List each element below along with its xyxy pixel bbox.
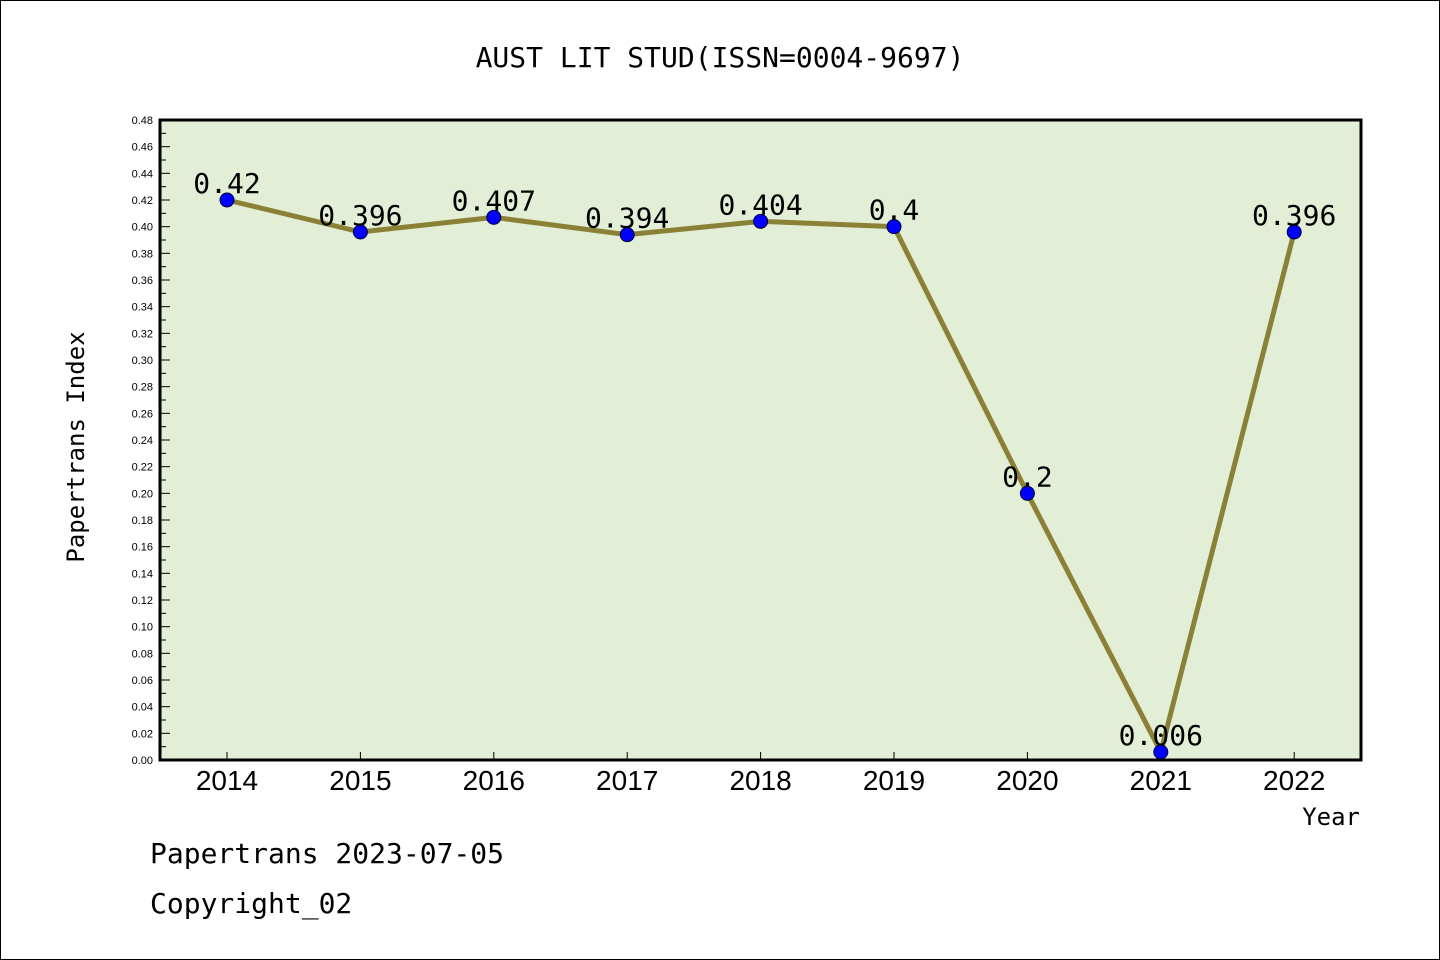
y-tick-label: 0.34 [132,302,153,314]
data-label: 0.394 [585,202,669,235]
x-tick-label: 2016 [463,765,525,796]
y-tick-label: 0.44 [132,168,153,180]
footer-date: Papertrans 2023-07-05 [150,837,504,870]
data-point [1019,485,1035,501]
x-axis: 2014 2015 2016 2017 2018 2019 2020 2021 2022 [196,752,1325,796]
data-label: 0.006 [1119,719,1203,752]
y-tick-label: 0.38 [132,248,153,260]
x-tick-label: 2020 [996,765,1058,796]
y-tick-label: 0.42 [132,195,153,207]
data-point [886,219,902,235]
data-label: 0.4 [869,194,920,227]
x-tick-label: 2018 [729,765,791,796]
x-axis-title: Year [1302,803,1360,831]
y-tick-label: 0.32 [132,328,153,340]
series: 0.42 0.396 0.407 0.394 0.404 0.4 0.2 0.006 0.396 [193,167,1336,760]
y-tick-label: 0.10 [132,622,153,634]
y-tick-label: 0.08 [132,648,153,660]
x-tick-label: 2021 [1130,765,1192,796]
y-tick-label: 0.04 [132,702,153,714]
data-label: 0.42 [193,167,260,200]
y-tick-label: 0.36 [132,275,153,287]
y-tick-label: 0.06 [132,675,153,687]
y-tick-label: 0.30 [132,355,153,367]
y-tick-label: 0.48 [132,115,153,127]
y-tick-label: 0.24 [132,435,153,447]
y-tick-label: 0.28 [132,382,153,394]
x-tick-label: 2015 [329,765,391,796]
y-tick-label: 0.22 [132,462,153,474]
x-tick-label: 2022 [1263,765,1325,796]
y-tick-label: 0.26 [132,408,153,420]
data-point [619,227,635,243]
data-point [352,224,368,240]
plot-border [158,118,1363,762]
data-label: 0.407 [452,184,536,217]
data-point [753,213,769,229]
y-axis-title: Papertrans Index [62,331,90,562]
data-label: 0.404 [718,188,802,221]
data-label: 0.396 [318,199,402,232]
y-tick-label: 0.14 [132,568,153,580]
data-point [1286,224,1302,240]
y-tick-label: 0.46 [132,142,153,154]
chart-title: AUST LIT STUD(ISSN=0004-9697) [476,41,965,74]
y-tick-label: 0.40 [132,222,153,234]
y-tick-label: 0.12 [132,595,153,607]
footer-copyright: Copyright_02 [150,887,352,921]
x-tick-label: 2019 [863,765,925,796]
y-tick-label: 0.16 [132,542,153,554]
data-label: 0.2 [1002,460,1053,493]
y-tick-label: 0.00 [132,755,153,767]
x-tick-label: 2017 [596,765,658,796]
y-tick-label: 0.18 [132,515,153,527]
data-point [486,209,502,225]
y-axis: 0.00 0.02 0.04 0.06 0.08 0.10 0.12 0.14 0.16 0.18… [132,115,170,767]
x-tick-label: 2014 [196,765,258,796]
y-tick-label: 0.20 [132,488,153,500]
y-tick-label: 0.02 [132,728,153,740]
data-point [219,192,235,208]
data-label: 0.396 [1252,199,1336,232]
